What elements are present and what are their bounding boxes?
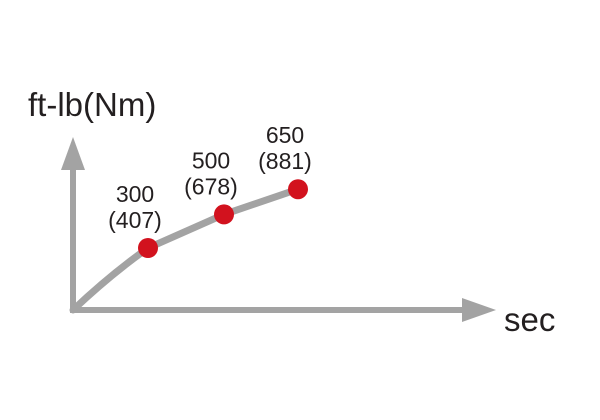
data-label-ftlb: 500 <box>192 147 230 173</box>
y-axis-label: ft-lb(Nm) <box>28 86 156 123</box>
series-line <box>69 185 302 314</box>
x-axis-arrow-icon <box>462 298 496 322</box>
data-label-nm: (678) <box>184 173 238 199</box>
data-label-nm: (407) <box>108 207 162 233</box>
y-axis-arrow-icon <box>61 137 85 170</box>
data-point <box>138 238 158 258</box>
data-label-ftlb: 300 <box>116 181 154 207</box>
data-label-ftlb: 650 <box>266 122 304 148</box>
data-point <box>214 204 234 225</box>
data-point <box>288 179 308 200</box>
x-axis-label: sec <box>504 301 555 338</box>
data-label-nm: (881) <box>258 148 312 174</box>
